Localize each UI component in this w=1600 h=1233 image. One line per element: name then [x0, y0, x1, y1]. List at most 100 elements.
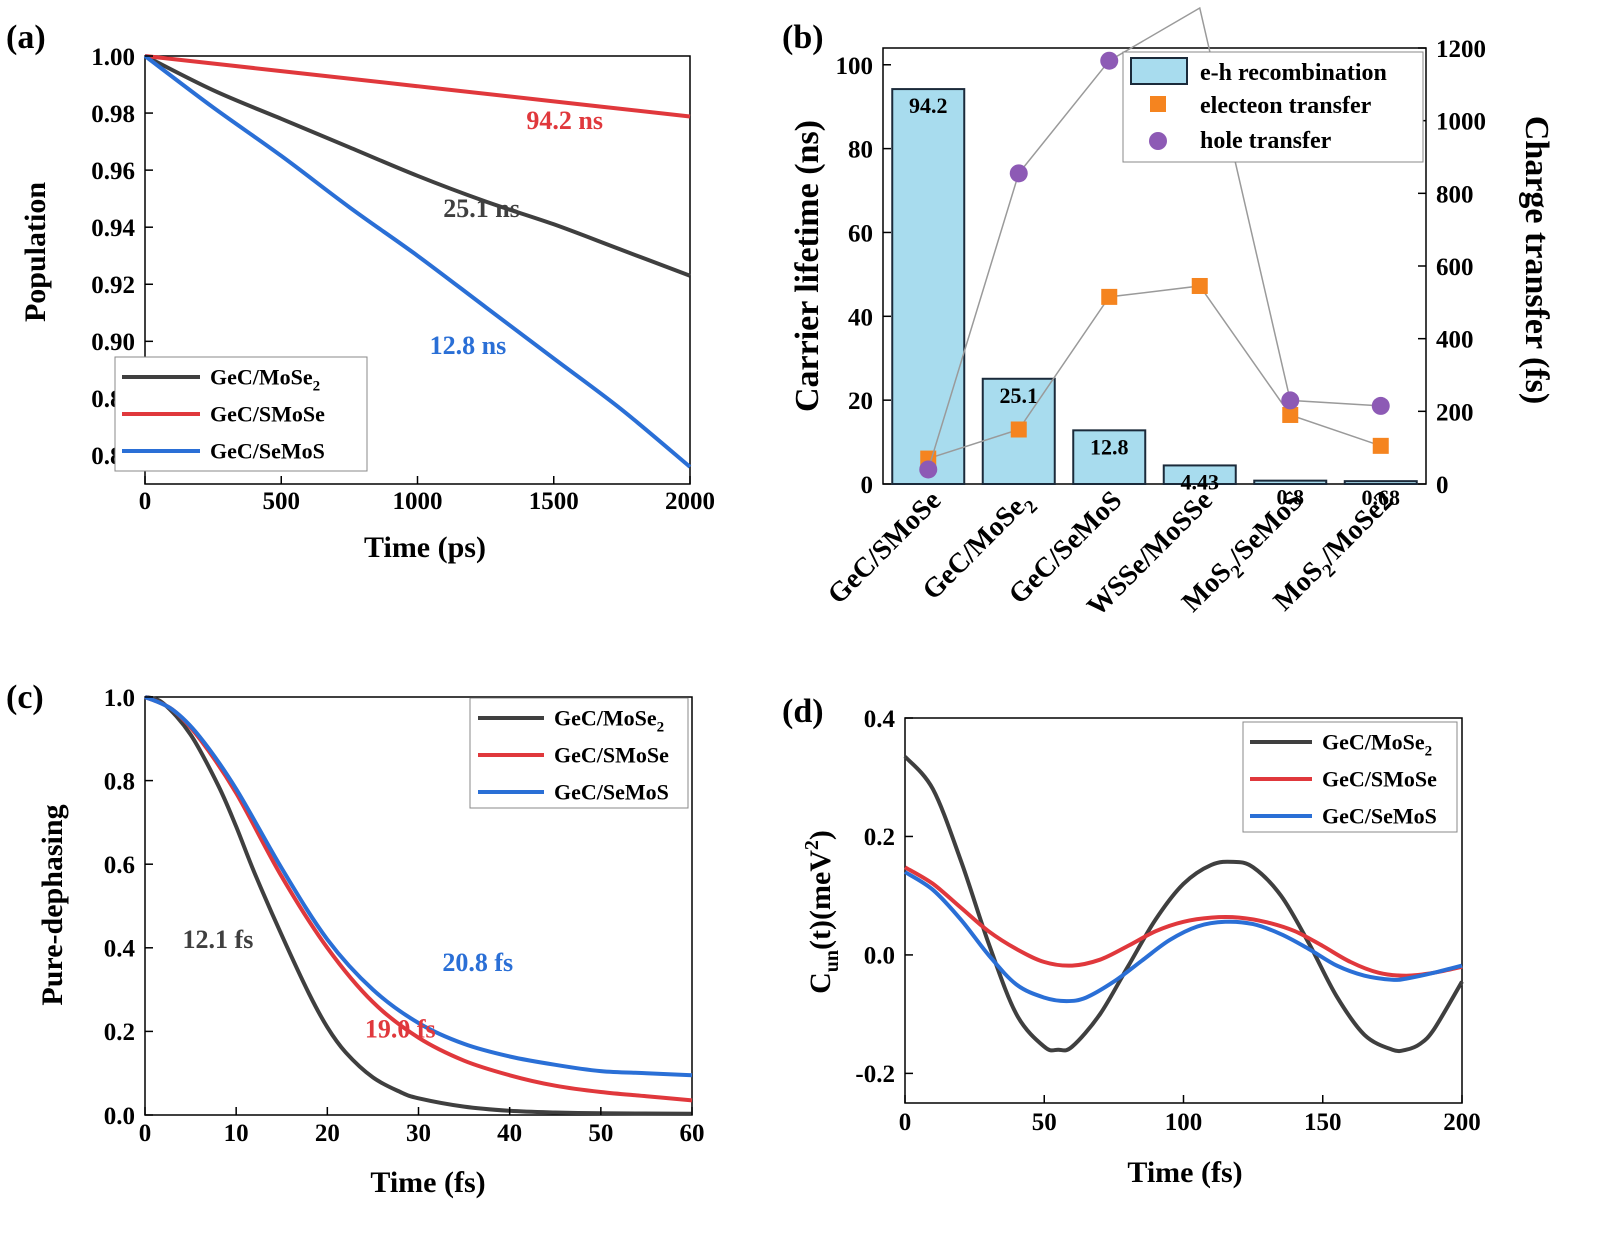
panel-label-b: (b)	[782, 19, 824, 56]
series-line-gec-semos	[903, 870, 1463, 1004]
panel-b-y2label: Charge transfer (fs)	[1518, 116, 1555, 404]
legend-swatch-bar	[1130, 57, 1188, 85]
legend-label: GeC/SeMoS	[1322, 804, 1437, 829]
y2-tick-label: 0	[1436, 472, 1449, 499]
panel-a-xlabel: Time (ps)	[364, 531, 486, 564]
legend-label: GeC/SeMoS	[554, 780, 669, 805]
x-tick-label: 2000	[665, 488, 715, 515]
connector-line	[928, 285, 1381, 460]
legend-label: GeC/MoSe2	[210, 365, 320, 395]
panel-b-legend: e-h recombination electeon transfer hole t…	[1122, 51, 1424, 163]
annotation-label: 19.0 fs	[365, 1015, 436, 1044]
bar	[1072, 429, 1147, 486]
series-line-gec-mose2	[144, 695, 693, 1116]
y-tick-label: 0.96	[91, 158, 135, 185]
bar-value-label: 4.43	[1181, 469, 1220, 494]
y-tick-label: 1.00	[91, 44, 135, 71]
x-tick-label: 50	[1032, 1109, 1057, 1136]
bar-value-label: 12.8	[1090, 434, 1129, 459]
bar-value-label: 0.8	[1277, 485, 1305, 510]
panel-b-chart: 94.225.112.84.430.8 0.68 0204060801000200…	[789, 6, 1555, 622]
y2-tick-label: 200	[1436, 399, 1474, 426]
electron-transfer-marker	[1282, 406, 1299, 423]
series-line-gec-smose	[903, 865, 1463, 978]
hole-transfer-marker	[1009, 164, 1028, 183]
x-tick-label: 0	[139, 488, 152, 515]
x-tick-label: 1500	[529, 488, 579, 515]
panel-d-xlabel: Time (fs)	[1127, 1156, 1242, 1189]
panel-d-ylabel: Cun(t)(meV2)	[801, 830, 843, 994]
x-tick-label: 200	[1443, 1109, 1481, 1136]
y-tick-label: 0.2	[864, 824, 895, 851]
annotation-label: 25.1 ns	[443, 194, 520, 223]
annotation-label: 12.8 ns	[430, 331, 507, 360]
y-tick-label: 0.90	[91, 329, 135, 356]
x-tick-label: 20	[315, 1120, 340, 1147]
panel-c-ylabel: Pure-dephasing	[36, 804, 69, 1005]
y2-tick-label: 400	[1436, 327, 1474, 354]
y2-tick-label: 600	[1436, 254, 1474, 281]
legend-label: GeC/MoSe2	[1322, 730, 1432, 760]
legend-label: GeC/SeMoS	[210, 439, 325, 464]
y-tick-label: 0	[861, 472, 874, 499]
legend-label: electeon transfer	[1200, 93, 1372, 119]
x-tick-label: 40	[497, 1120, 522, 1147]
hole-transfer-marker	[1100, 51, 1119, 70]
panel-label-d: (d)	[782, 693, 824, 730]
series-line-gec-mose2	[144, 54, 691, 278]
bar	[1253, 479, 1328, 485]
y-tick-label: 0.4	[104, 936, 136, 963]
panel-c-chart: 0 10 20 30 40 50 60 0.0 0.2 0.4 0.6 0.8 1.0 Time (fs…	[36, 685, 705, 1199]
y-tick-label: 0.0	[104, 1103, 135, 1130]
x-tick-label: 10	[224, 1120, 249, 1147]
series-line-gec-semos	[144, 695, 693, 1078]
y-tick-label: 0.94	[91, 215, 135, 242]
series-line-gec-smose	[144, 54, 691, 119]
x-tick-label: 60	[680, 1120, 705, 1147]
x-tick-label: 0	[139, 1120, 152, 1147]
hole-transfer-marker	[1371, 396, 1390, 415]
y-tick-label: 0.0	[864, 943, 895, 970]
legend-label: GeC/MoSe2	[554, 706, 664, 736]
y-tick-label: 100	[836, 53, 874, 80]
series-line-gec-mose2	[903, 755, 1464, 1054]
legend-label: GeC/SMoSe	[554, 743, 669, 768]
annotation-label: 94.2 ns	[526, 106, 603, 135]
bar	[891, 88, 966, 485]
hole-transfer-marker	[1281, 391, 1300, 410]
y-tick-label: 20	[848, 388, 873, 415]
legend-swatch-circle	[1149, 132, 1167, 150]
connector-line	[927, 6, 1381, 470]
series-line-gec-semos	[143, 54, 692, 469]
panel-d-legend: GeC/MoSe2 GeC/SMoSe GeC/SeMoS	[1242, 721, 1458, 833]
x-tick-label: 50	[588, 1120, 613, 1147]
y2-tick-label: 1200	[1436, 36, 1486, 63]
panel-a-chart: 0 500 1000 1500 20000.860.880.900.920.940.96…	[19, 44, 715, 564]
y2-tick-label: 1000	[1436, 109, 1486, 136]
hole-transfer-marker	[919, 460, 938, 479]
panel-a-legend: GeC/MoSe2 GeC/SMoSe GeC/SeMoS	[114, 356, 368, 472]
y-tick-label: 1.0	[104, 685, 135, 712]
y-tick-label: 80	[848, 137, 873, 164]
y-tick-label: 0.8	[104, 768, 135, 795]
legend-label: GeC/SMoSe	[210, 402, 325, 427]
bar	[1162, 464, 1237, 485]
y2-tick-label: 800	[1436, 181, 1474, 208]
y-tick-label: 40	[848, 304, 873, 331]
electron-transfer-marker	[1191, 277, 1208, 294]
legend-swatch-square	[1150, 96, 1166, 112]
bar	[1343, 480, 1418, 486]
bar-value-label: 0.68	[1362, 485, 1401, 510]
legend-label: hole transfer	[1200, 128, 1332, 154]
x-tick-label: 30	[406, 1120, 431, 1147]
y-tick-label: 0.4	[864, 706, 896, 733]
panel-label-a: (a)	[6, 19, 46, 56]
x-tick-label: 150	[1304, 1109, 1342, 1136]
x-tick-label: 100	[1165, 1109, 1203, 1136]
y-tick-label: 0.2	[104, 1019, 135, 1046]
legend-label: e-h recombination	[1200, 60, 1387, 86]
legend-label: GeC/SMoSe	[1322, 767, 1437, 792]
y-tick-label: 0.6	[104, 852, 135, 879]
annotation-label: 20.8 fs	[442, 948, 513, 977]
